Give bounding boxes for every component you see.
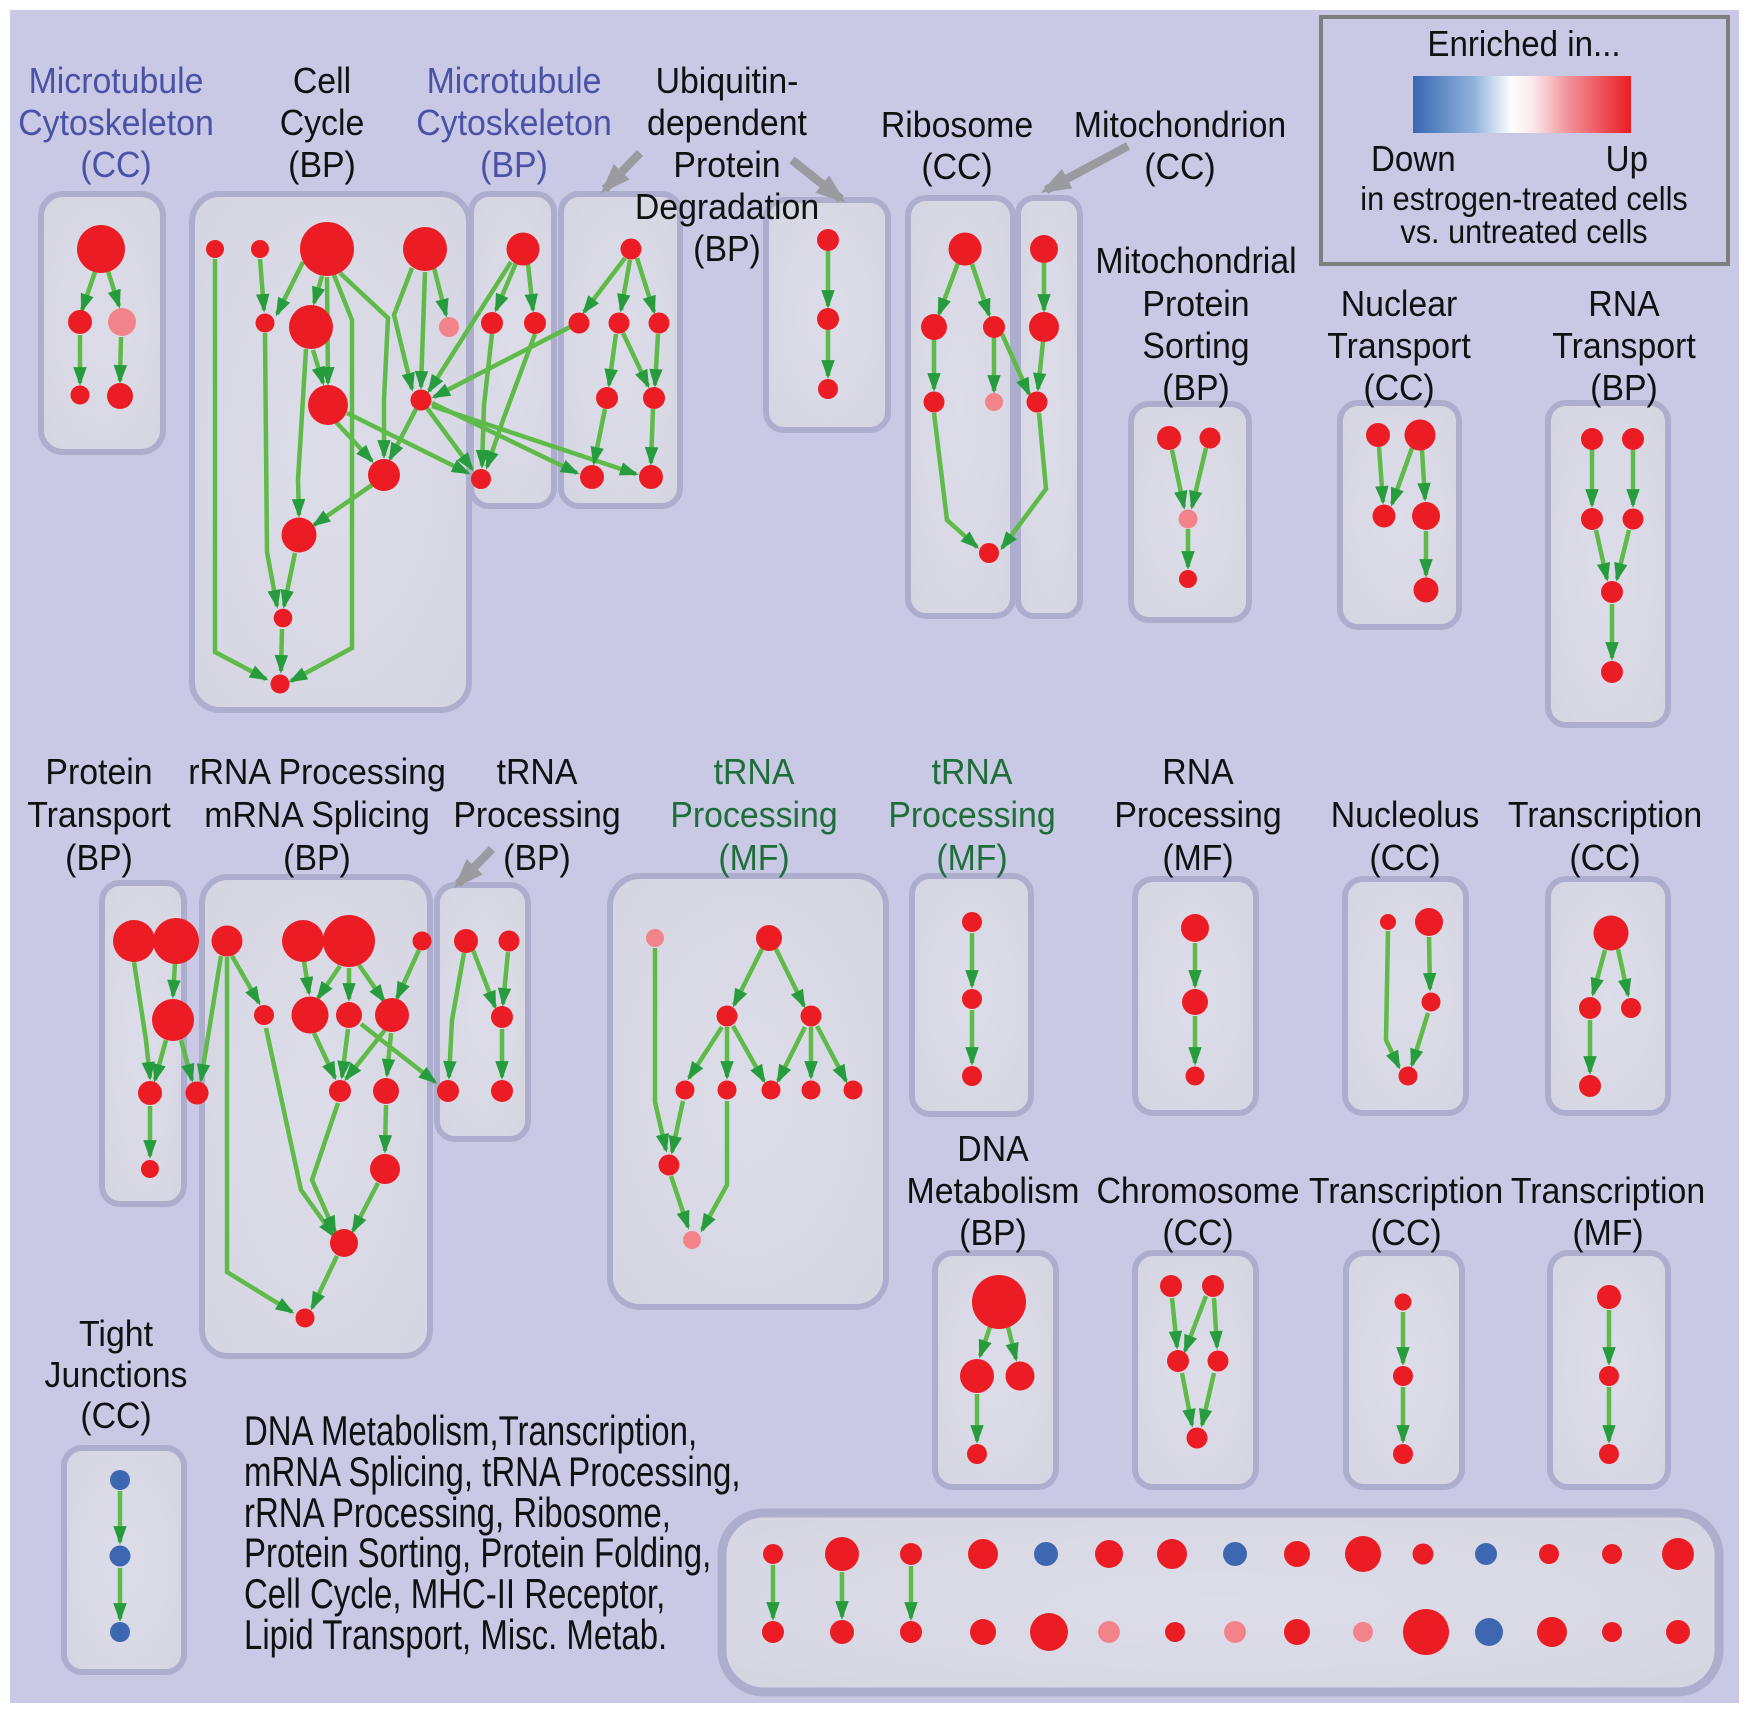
svg-text:Transcription: Transcription xyxy=(1508,795,1702,835)
svg-text:(BP): (BP) xyxy=(959,1213,1027,1253)
svg-text:(CC): (CC) xyxy=(80,1396,151,1436)
svg-text:DNA Metabolism,Transcription,: DNA Metabolism,Transcription, xyxy=(244,1407,697,1454)
svg-text:Junctions: Junctions xyxy=(45,1355,188,1395)
svg-text:(BP): (BP) xyxy=(288,145,356,185)
svg-text:Processing: Processing xyxy=(1114,795,1281,835)
svg-text:mRNA Splicing, tRNA Processing: mRNA Splicing, tRNA Processing, xyxy=(244,1448,740,1495)
svg-text:in estrogen-treated cells: in estrogen-treated cells xyxy=(1360,180,1687,217)
svg-text:Transport: Transport xyxy=(1327,326,1471,366)
svg-text:Processing: Processing xyxy=(453,795,620,835)
svg-text:Degradation: Degradation xyxy=(635,187,819,227)
svg-text:Processing: Processing xyxy=(670,795,837,835)
svg-text:(BP): (BP) xyxy=(1590,368,1658,408)
svg-text:Transcription: Transcription xyxy=(1511,1171,1705,1211)
svg-text:Lipid Transport, Misc. Metab.: Lipid Transport, Misc. Metab. xyxy=(244,1611,667,1658)
svg-text:dependent: dependent xyxy=(647,103,807,143)
svg-text:Microtubule: Microtubule xyxy=(29,61,204,101)
svg-text:rRNA Processing: rRNA Processing xyxy=(188,752,446,792)
svg-text:(BP): (BP) xyxy=(503,838,571,878)
svg-text:(CC): (CC) xyxy=(80,145,151,185)
svg-text:Cytoskeleton: Cytoskeleton xyxy=(416,103,612,143)
svg-text:Nucleolus: Nucleolus xyxy=(1331,795,1480,835)
svg-text:Protein: Protein xyxy=(1142,284,1249,324)
svg-text:Protein Sorting, Protein Foldi: Protein Sorting, Protein Folding, xyxy=(244,1529,711,1576)
svg-text:Sorting: Sorting xyxy=(1142,326,1249,366)
svg-text:tRNA: tRNA xyxy=(497,752,579,792)
svg-text:tRNA: tRNA xyxy=(932,752,1014,792)
svg-text:Transport: Transport xyxy=(1552,326,1696,366)
svg-text:tRNA: tRNA xyxy=(714,752,796,792)
svg-text:Cytoskeleton: Cytoskeleton xyxy=(18,103,214,143)
svg-text:rRNA Processing, Ribosome,: rRNA Processing, Ribosome, xyxy=(244,1489,671,1536)
svg-text:(BP): (BP) xyxy=(480,145,548,185)
svg-text:Metabolism: Metabolism xyxy=(907,1171,1080,1211)
svg-text:(MF): (MF) xyxy=(1572,1213,1643,1253)
svg-text:Ribosome: Ribosome xyxy=(881,105,1033,145)
svg-text:(MF): (MF) xyxy=(718,838,789,878)
svg-text:Protein: Protein xyxy=(673,145,780,185)
svg-text:RNA: RNA xyxy=(1162,752,1234,792)
svg-text:Processing: Processing xyxy=(888,795,1055,835)
svg-text:(CC): (CC) xyxy=(1363,368,1434,408)
svg-text:Cell Cycle, MHC-II Receptor,: Cell Cycle, MHC-II Receptor, xyxy=(244,1570,665,1617)
svg-text:Mitochondrial: Mitochondrial xyxy=(1095,241,1296,281)
svg-text:(CC): (CC) xyxy=(1369,838,1440,878)
svg-text:(BP): (BP) xyxy=(65,838,133,878)
svg-text:RNA: RNA xyxy=(1588,284,1660,324)
svg-text:Microtubule: Microtubule xyxy=(427,61,602,101)
svg-text:(BP): (BP) xyxy=(1162,368,1230,408)
svg-text:Cycle: Cycle xyxy=(280,103,365,143)
svg-text:(CC): (CC) xyxy=(1370,1213,1441,1253)
svg-text:mRNA Splicing: mRNA Splicing xyxy=(204,795,430,835)
svg-text:Enriched in...: Enriched in... xyxy=(1427,25,1620,65)
svg-text:Transport: Transport xyxy=(27,795,171,835)
svg-text:DNA: DNA xyxy=(957,1129,1029,1169)
svg-text:Transcription: Transcription xyxy=(1309,1171,1503,1211)
svg-text:(BP): (BP) xyxy=(283,838,351,878)
svg-text:Nuclear: Nuclear xyxy=(1341,284,1458,324)
svg-text:(CC): (CC) xyxy=(1162,1213,1233,1253)
svg-text:(MF): (MF) xyxy=(1162,838,1233,878)
svg-text:Protein: Protein xyxy=(45,752,152,792)
svg-text:Chromosome: Chromosome xyxy=(1096,1171,1299,1211)
svg-text:Mitochondrion: Mitochondrion xyxy=(1074,105,1286,145)
svg-text:Up: Up xyxy=(1606,140,1648,180)
svg-text:(CC): (CC) xyxy=(1144,147,1215,187)
svg-text:vs. untreated cells: vs. untreated cells xyxy=(1400,213,1647,250)
svg-text:Down: Down xyxy=(1371,140,1456,180)
svg-text:Tight: Tight xyxy=(79,1314,153,1354)
svg-text:(CC): (CC) xyxy=(921,147,992,187)
svg-text:(MF): (MF) xyxy=(936,838,1007,878)
svg-text:Cell: Cell xyxy=(293,61,351,101)
svg-text:(CC): (CC) xyxy=(1569,838,1640,878)
svg-text:Ubiquitin-: Ubiquitin- xyxy=(656,61,799,101)
svg-text:(BP): (BP) xyxy=(693,229,761,269)
